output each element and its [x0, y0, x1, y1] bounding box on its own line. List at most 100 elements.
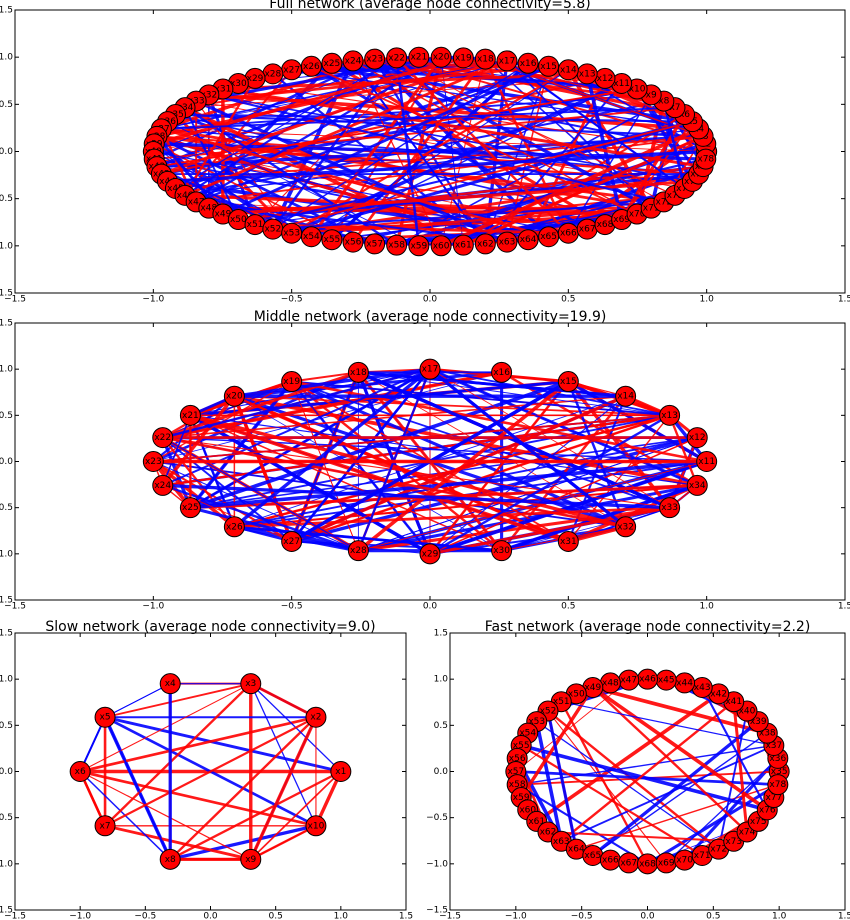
- node-label: x45: [167, 184, 184, 194]
- panel: Middle network (average node connectivit…: [0, 309, 850, 612]
- node-label: x1: [335, 767, 346, 777]
- edge: [290, 368, 431, 543]
- plot-frame: [14, 632, 407, 911]
- edge: [520, 744, 703, 857]
- y-tick-label: 1.0: [434, 675, 449, 685]
- node-label: x48: [602, 678, 619, 688]
- node-label: x54: [303, 232, 320, 242]
- node-label: x22: [388, 53, 405, 63]
- node-label: x58: [509, 780, 526, 790]
- node: [179, 497, 201, 519]
- x-tick-label: 0.5: [561, 602, 575, 612]
- edge: [440, 127, 700, 248]
- edge: [234, 414, 670, 528]
- node-label: x40: [739, 707, 756, 717]
- node-label: x59: [513, 793, 530, 803]
- y-tick-label: 0.5: [0, 411, 13, 421]
- edge: [254, 120, 693, 226]
- node: [557, 530, 579, 552]
- edge: [358, 371, 670, 416]
- x-tick-label: 0.0: [640, 912, 655, 920]
- edge: [190, 459, 707, 510]
- node: [419, 358, 441, 380]
- node-label: x47: [188, 197, 205, 207]
- node-label: x41: [725, 697, 742, 707]
- node-label: x7: [100, 821, 111, 831]
- node-label: x70: [629, 210, 646, 220]
- node-label: x36: [769, 754, 786, 764]
- y-tick-label: −1.5: [426, 906, 448, 916]
- x-tick-label: 1.0: [772, 912, 787, 920]
- node-label: x51: [553, 697, 570, 707]
- node-label: x13: [661, 411, 678, 421]
- node-label: x28: [264, 69, 281, 79]
- edge: [517, 744, 774, 786]
- node: [615, 516, 637, 538]
- plot-frame: [14, 9, 846, 294]
- node-label: x21: [182, 411, 199, 421]
- node-label: x44: [676, 678, 693, 688]
- node-label: x57: [507, 767, 524, 777]
- edge: [250, 683, 317, 827]
- edge: [592, 685, 768, 735]
- node-label: x46: [177, 191, 194, 201]
- node: [686, 474, 708, 496]
- node-label: x53: [528, 717, 545, 727]
- y-tick-label: −0.5: [0, 503, 13, 513]
- plot-frame: [14, 322, 846, 601]
- edge: [79, 715, 317, 773]
- node-label: x62: [477, 239, 494, 249]
- x-tick-label: 0.0: [203, 912, 218, 920]
- node-label: x22: [154, 433, 171, 443]
- x-tick-label: 0.0: [423, 295, 438, 305]
- node-label: x71: [694, 851, 711, 861]
- node: [179, 404, 201, 426]
- edge: [189, 379, 569, 510]
- node-label: x9: [646, 90, 657, 100]
- node: [557, 371, 579, 393]
- plot-frame: [449, 632, 846, 911]
- y-tick-label: 0.5: [0, 100, 13, 110]
- node-label: x45: [658, 676, 675, 686]
- node: [491, 361, 513, 383]
- node: [347, 540, 369, 562]
- edge: [536, 721, 720, 850]
- node-label: x73: [725, 837, 742, 847]
- y-tick-label: −0.5: [0, 813, 13, 823]
- x-tick-label: −1.0: [142, 295, 164, 305]
- panel: Slow network (average node connectivity=…: [0, 619, 413, 920]
- node-label: x52: [264, 225, 281, 235]
- node-label: x24: [154, 481, 171, 491]
- node-label: x7: [669, 103, 680, 113]
- edge: [291, 381, 431, 555]
- node-label: x14: [560, 65, 577, 75]
- node-label: x31: [215, 84, 232, 94]
- edge: [162, 395, 626, 439]
- node-label: x75: [750, 817, 767, 827]
- node-label: x17: [499, 56, 516, 66]
- x-tick-label: 1.0: [700, 602, 715, 612]
- node-label: x66: [560, 229, 577, 239]
- node-label: x16: [520, 59, 537, 69]
- node: [142, 451, 164, 472]
- edge: [646, 783, 779, 866]
- node-label: x76: [759, 805, 776, 815]
- node-label: x2: [310, 713, 321, 723]
- edge: [190, 414, 698, 486]
- edge: [291, 120, 693, 235]
- node: [615, 385, 637, 407]
- node-label: x56: [509, 754, 526, 764]
- node-label: x48: [200, 204, 217, 214]
- edge: [591, 686, 748, 833]
- y-tick-label: 0.0: [434, 767, 449, 777]
- edge: [79, 683, 252, 772]
- x-tick-label: −1.0: [505, 912, 527, 920]
- node-label: x39: [750, 717, 767, 727]
- node-label: x23: [366, 55, 383, 65]
- node: [342, 50, 364, 72]
- node-label: x73: [667, 191, 684, 201]
- node-label: x30: [230, 79, 247, 89]
- node: [330, 761, 352, 782]
- edge: [591, 685, 769, 812]
- node-label: x78: [769, 780, 786, 790]
